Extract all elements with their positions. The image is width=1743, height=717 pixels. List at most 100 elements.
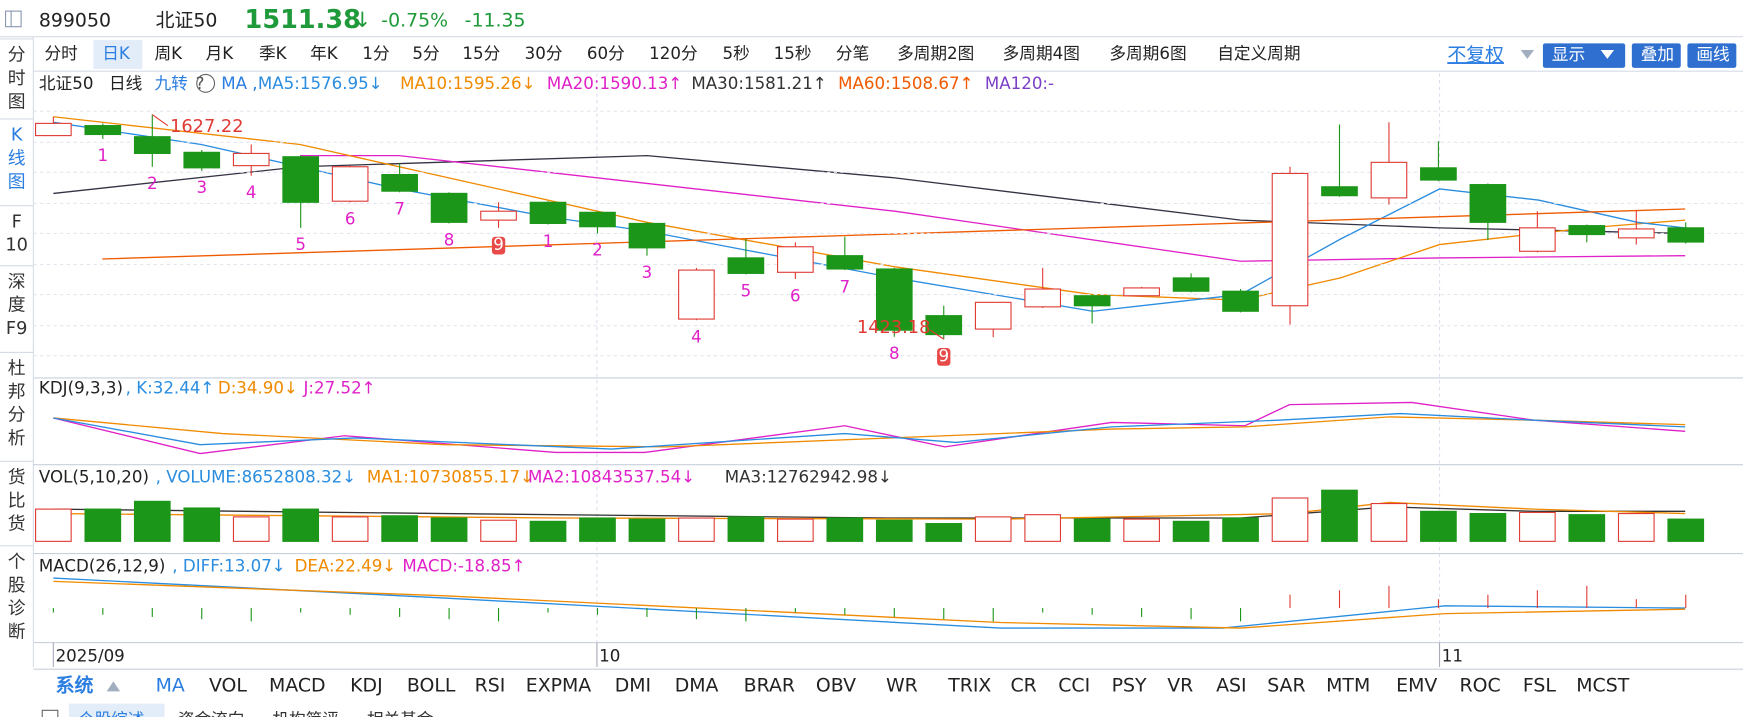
indicator-tab[interactable]: FSL: [1523, 674, 1557, 696]
indicator-tab[interactable]: SAR: [1267, 674, 1305, 696]
indicator-tab[interactable]: RSI: [475, 674, 506, 696]
legend-item: 北证50: [39, 74, 94, 93]
td-label: 5: [741, 282, 752, 301]
button[interactable]: [1542, 43, 1626, 68]
td-label: 9: [938, 346, 949, 365]
period-tab[interactable]: 15秒: [774, 44, 812, 63]
indicator-tab[interactable]: TRIX: [947, 674, 991, 696]
sidebar-tab[interactable]: 10: [5, 235, 28, 256]
indicator-tab[interactable]: CR: [1010, 674, 1036, 696]
indicator-tab[interactable]: MA: [156, 674, 185, 696]
bottom-tab[interactable]: 个股综述: [78, 710, 145, 717]
sidebar-tab[interactable]: 线: [8, 148, 26, 169]
candle-body: [381, 174, 418, 192]
sidebar-tab[interactable]: 诊: [8, 598, 26, 619]
high-label: 1627.22: [170, 116, 243, 137]
indicator-tab[interactable]: BOLL: [407, 674, 456, 696]
indicator-tab[interactable]: ROC: [1460, 674, 1501, 696]
button-label[interactable]: 叠加: [1641, 45, 1674, 64]
indicator-tab[interactable]: DMI: [615, 674, 651, 696]
period-tab[interactable]: 1分: [362, 44, 389, 63]
indicator-tab[interactable]: PSY: [1112, 674, 1147, 696]
bottom-tab[interactable]: 机构简评: [272, 710, 339, 717]
candle-body: [579, 211, 616, 228]
period-tab[interactable]: 多周期4图: [1003, 44, 1080, 63]
checkbox[interactable]: [41, 709, 59, 717]
indicator-tab[interactable]: DMA: [675, 674, 719, 696]
sidebar-tab[interactable]: 股: [8, 575, 26, 596]
period-tab[interactable]: 多周期6图: [1109, 44, 1186, 63]
sidebar-tab[interactable]: 图: [8, 91, 26, 112]
legend-item: , K:32.44↑: [126, 379, 215, 398]
period-tab[interactable]: 周K: [155, 44, 184, 63]
indicator-tab[interactable]: 系统: [56, 673, 94, 696]
candle-body: [1073, 295, 1111, 307]
indicator-tab[interactable]: EXPMA: [526, 674, 592, 696]
indicator-tab[interactable]: BRAR: [744, 674, 795, 696]
indicator-tab[interactable]: KDJ: [350, 674, 382, 696]
sidebar-tab[interactable]: 分: [8, 405, 26, 426]
sidebar-tab[interactable]: 断: [8, 622, 26, 643]
period-tab[interactable]: 5分: [412, 44, 439, 63]
candle-body: [1469, 184, 1507, 223]
td-label: 7: [394, 200, 405, 219]
sidebar-tab[interactable]: 析: [8, 428, 26, 449]
td-label: 7: [840, 277, 851, 296]
period-tab[interactable]: 60分: [587, 44, 625, 63]
candle-body: [331, 166, 369, 202]
sidebar-tab[interactable]: 时: [8, 68, 26, 89]
td-label: 4: [246, 183, 257, 202]
sidebar-tab[interactable]: 比: [8, 490, 26, 511]
period-tab[interactable]: 30分: [525, 44, 563, 63]
x-label: 11: [1442, 646, 1463, 665]
sidebar-tab[interactable]: 深: [8, 271, 26, 292]
period-tab[interactable]: 自定义周期: [1217, 44, 1300, 63]
period-tab[interactable]: 5秒: [723, 44, 750, 63]
button-label[interactable]: 显示: [1552, 45, 1585, 64]
sidebar-tab[interactable]: 度: [8, 295, 26, 316]
indicator-tab[interactable]: EMV: [1396, 674, 1437, 696]
sidebar-tab[interactable]: 分: [8, 45, 26, 66]
indicator-tab[interactable]: CCI: [1058, 674, 1090, 696]
indicator-tab[interactable]: ASI: [1216, 674, 1246, 696]
indicator-tab[interactable]: VR: [1167, 674, 1193, 696]
button[interactable]: [1687, 43, 1737, 68]
sidebar-tab[interactable]: 邦: [8, 381, 26, 402]
period-tab[interactable]: 月K: [206, 44, 235, 63]
button[interactable]: [1631, 43, 1681, 68]
indicator-tab[interactable]: MCST: [1576, 674, 1629, 696]
sidebar-tab[interactable]: F: [12, 211, 22, 232]
button-label[interactable]: 画线: [1696, 45, 1730, 64]
period-tab[interactable]: 15分: [462, 44, 500, 63]
sidebar-tab[interactable]: F9: [6, 318, 28, 339]
period-tab[interactable]: 分时: [44, 44, 78, 63]
indicator-tab[interactable]: OBV: [816, 674, 856, 696]
period-tab[interactable]: 分笔: [836, 44, 869, 63]
fq-button[interactable]: 不复权: [1447, 44, 1504, 66]
volume-bar: [826, 517, 864, 542]
legend-item: MA20:1590.13↑: [547, 74, 682, 93]
period-tab[interactable]: 日K: [102, 44, 131, 63]
candle-body: [727, 257, 765, 274]
icon[interactable]: [5, 10, 22, 28]
candle-body: [282, 156, 320, 203]
bottom-tab[interactable]: 相关基金: [367, 710, 434, 717]
sidebar-tab[interactable]: 图: [8, 171, 26, 192]
indicator-tab[interactable]: VOL: [209, 674, 247, 696]
period-tab[interactable]: 多周期2图: [897, 44, 974, 63]
bottom-tab[interactable]: 资金流向: [178, 710, 245, 717]
period-tab[interactable]: 120分: [649, 44, 697, 63]
sidebar-tab[interactable]: 个: [8, 551, 26, 572]
candle-body: [1172, 277, 1210, 292]
sidebar-tab[interactable]: 杜: [8, 358, 26, 379]
indicator-tab[interactable]: MTM: [1326, 674, 1370, 696]
sidebar-tab[interactable]: K: [11, 125, 24, 146]
indicator-tab[interactable]: MACD: [269, 674, 326, 696]
indicator-tab[interactable]: WR: [886, 674, 918, 696]
period-tab[interactable]: 年K: [310, 44, 339, 63]
legend-item: 日线: [109, 74, 143, 93]
sidebar-tab[interactable]: 货: [8, 514, 26, 535]
sidebar-tab[interactable]: 货: [8, 467, 26, 488]
period-tab[interactable]: 季K: [259, 44, 288, 63]
